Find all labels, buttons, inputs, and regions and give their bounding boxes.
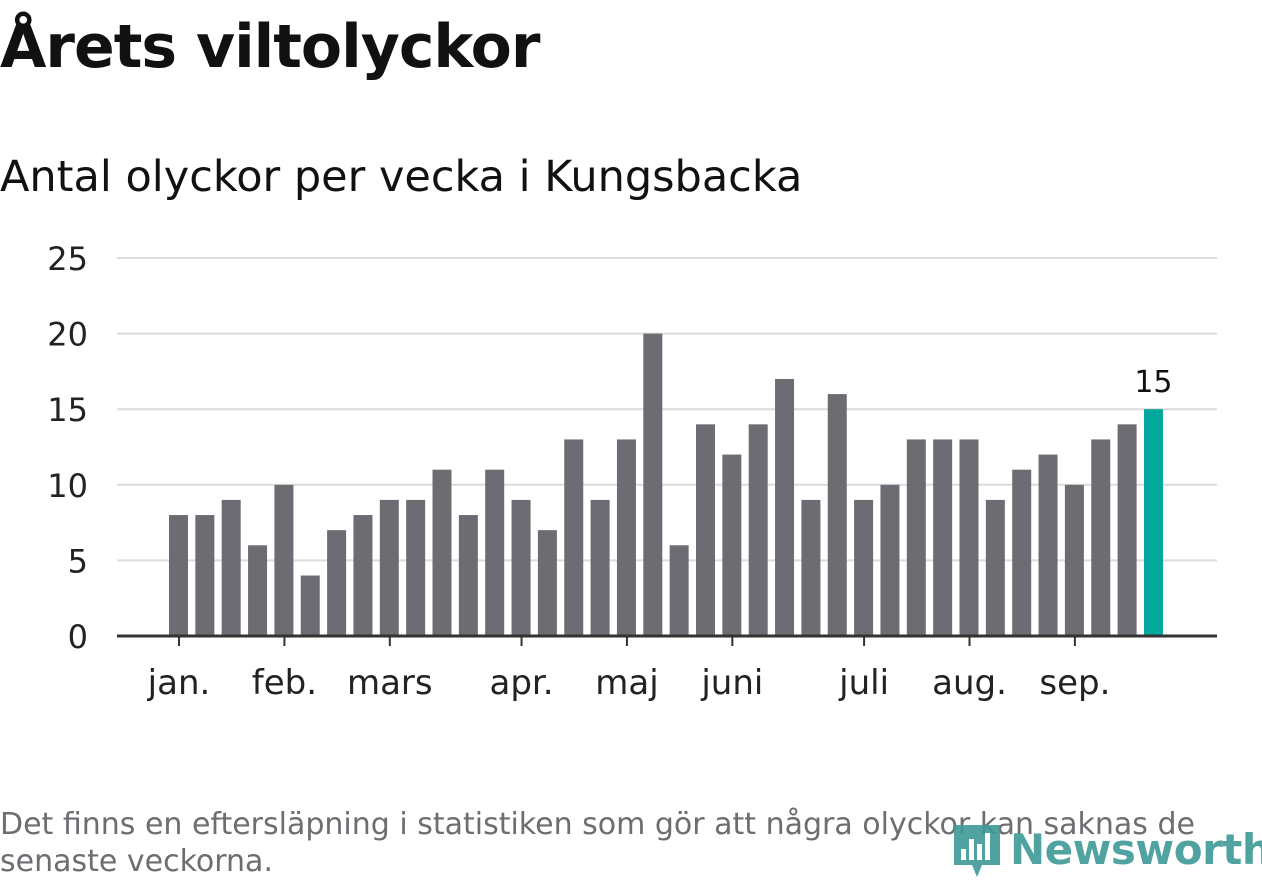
bar	[985, 499, 1005, 636]
bar	[406, 499, 426, 636]
y-tick-label: 20	[47, 316, 88, 354]
bars	[169, 333, 1163, 636]
bar	[643, 333, 663, 636]
bar	[722, 454, 742, 636]
bar	[1117, 424, 1137, 636]
bar	[248, 545, 268, 636]
y-tick-label: 0	[68, 618, 88, 656]
bar	[801, 499, 821, 636]
bar	[880, 484, 900, 636]
bar	[1091, 439, 1111, 636]
bar	[485, 469, 505, 636]
bar-chart: 0 5 10 15 20 25 jan. feb. mars apr. maj juni juli au…	[47, 240, 1217, 703]
bar	[854, 499, 874, 636]
bar	[1143, 409, 1163, 636]
bar	[327, 530, 347, 636]
x-tick-label: maj	[595, 663, 658, 703]
bar	[511, 499, 531, 636]
bar	[169, 515, 188, 636]
x-tick-label: juni	[700, 663, 763, 703]
x-tick-label: aug.	[932, 663, 1007, 703]
y-tick-label: 10	[47, 467, 88, 505]
bar	[669, 545, 689, 636]
x-tick-label: jan.	[147, 663, 211, 703]
bar	[748, 424, 768, 636]
bar	[353, 515, 373, 636]
x-axis: jan. feb. mars apr. maj juni juli aug. sep.	[117, 634, 1217, 703]
bar	[432, 469, 452, 636]
bar	[590, 499, 610, 636]
x-tick-label: sep.	[1039, 663, 1110, 703]
bar	[564, 439, 584, 636]
data-label: 15	[1134, 365, 1172, 400]
bar	[1038, 454, 1058, 636]
grid-lines	[117, 257, 1217, 562]
bar	[775, 378, 795, 636]
bar	[195, 515, 215, 636]
bar	[1064, 484, 1084, 636]
newsworthy-logo: Newsworthy	[952, 818, 1262, 880]
bar	[537, 530, 557, 636]
chart-subtitle: Antal olyckor per vecka i Kungsbacka	[0, 152, 803, 202]
x-tick-label: juli	[838, 663, 889, 703]
chart-title: Årets viltolyckor	[0, 12, 540, 82]
x-tick-label: apr.	[490, 663, 554, 703]
bar	[1012, 469, 1032, 636]
x-tick-label: mars	[347, 663, 433, 703]
bar	[959, 439, 979, 636]
bar	[379, 499, 399, 636]
bar	[696, 424, 715, 636]
bar	[274, 484, 294, 636]
bar	[616, 439, 636, 636]
logo-text: Newsworthy	[1010, 824, 1262, 874]
y-axis: 0 5 10 15 20 25	[47, 240, 88, 656]
data-labels: 15	[1134, 365, 1172, 400]
bar	[458, 515, 478, 636]
bar	[300, 575, 320, 636]
bar	[221, 499, 241, 636]
bar-chart-logo-icon	[954, 825, 1000, 877]
bar	[827, 394, 847, 636]
y-tick-label: 15	[47, 391, 88, 429]
x-tick-label: feb.	[252, 663, 317, 703]
y-tick-label: 5	[68, 542, 88, 580]
footnote: Det finns en eftersläpning i statistiken…	[0, 807, 1195, 879]
y-tick-label: 25	[47, 240, 88, 278]
bar	[906, 439, 926, 636]
bar	[933, 439, 953, 636]
